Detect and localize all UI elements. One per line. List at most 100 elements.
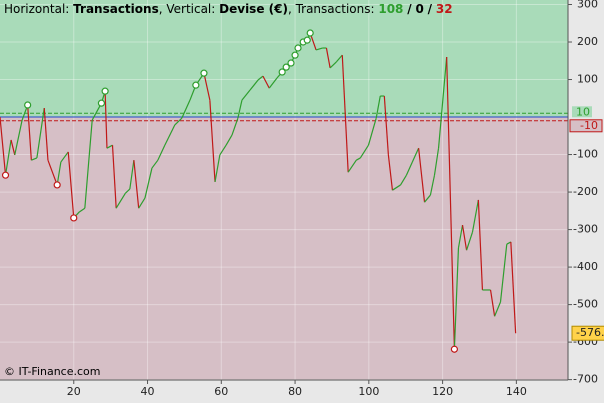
line-segment [104,91,108,149]
line-segment [433,148,440,176]
line-segment [477,199,484,290]
line-segment [453,247,460,350]
line-segment [471,199,479,233]
title-part: Devise (€) [219,2,288,16]
line-segment [489,289,496,317]
line-segment [268,77,278,89]
last-value-box [571,325,604,341]
line-segment [0,116,7,176]
line-segment [355,157,361,161]
line-segment [106,144,113,149]
title-part: , Vertical: [159,2,216,16]
line-segment [133,160,140,209]
line-segment [111,145,117,209]
line-segment [375,95,381,119]
line-segment [405,161,413,176]
line-segment [67,151,75,218]
signal-marker [200,69,208,77]
line-segment [181,99,191,119]
line-segment [84,119,93,209]
line-segment [151,159,159,169]
line-segment [138,197,146,209]
y-tick-label: 300 [577,0,598,11]
title-part: Transactions [73,2,159,16]
title-part: / [428,2,433,16]
x-tick-label: 80 [288,385,302,398]
x-tick-label: 100 [358,385,379,398]
line-segment [157,144,166,161]
upper-zone [0,0,568,118]
line-segment [214,154,221,183]
x-tick-label: 60 [214,385,228,398]
title-count: 0 [415,2,423,16]
signal-marker [101,87,109,95]
signal-marker [294,44,302,52]
line-segment [418,148,426,203]
line-segment [510,241,517,334]
line-segment [461,224,468,251]
line-segment [60,151,69,163]
title-part: / [407,2,412,16]
y-tick-label: -100 [573,148,598,161]
x-tick-label: 140 [506,385,527,398]
line-segment [347,159,357,173]
y-tick-label: 100 [577,73,598,86]
line-segment [10,139,16,156]
line-segment [129,160,135,190]
line-segment [494,301,502,317]
y-tick-label: -300 [573,223,598,236]
line-segment [203,73,211,101]
line-segment [241,89,251,101]
y-tick-label: -700 [573,373,598,386]
line-segment [341,55,349,173]
x-tick-label: 20 [67,385,81,398]
line-segment [27,104,32,161]
line-segment [47,159,58,186]
line-segment [457,224,464,249]
signal-marker [70,214,78,222]
signal-marker [287,59,295,67]
x-tick-label: 40 [141,385,155,398]
line-segment [249,79,259,91]
line-segment [383,95,389,155]
line-segment [115,192,126,209]
signal-marker [291,51,299,59]
line-segment [400,174,407,186]
line-segment [506,241,512,245]
signal-marker [306,29,314,37]
line-segment [411,147,420,163]
line-segment [56,161,62,186]
chart-title: Horizontal: Transactions, Vertical: Devi… [4,2,453,16]
line-segment [392,184,401,191]
line-segment [429,175,436,196]
upper-zone-label-box [572,106,592,118]
line-segment [325,47,331,69]
signal-marker [303,36,311,44]
line-segment [387,154,394,191]
y-tick-label: -400 [573,260,598,273]
line-segment [446,57,455,350]
line-segment [231,117,239,136]
line-segment [36,107,45,159]
line-segment [424,194,431,203]
line-segment [174,117,183,126]
line-segment [466,232,474,251]
line-segment [219,144,227,156]
line-segment [499,244,508,303]
line-segment [315,47,323,51]
line-segment [78,207,86,213]
signal-marker [53,181,61,189]
line-segment [144,167,153,199]
lower-zone-label-box [569,119,603,133]
title-count: 108 [378,2,403,16]
line-segment [225,134,233,146]
signal-marker [282,63,290,71]
line-segment [335,54,343,63]
line-segment [257,75,264,81]
y-tick-label: 200 [577,35,598,48]
line-segment [262,75,270,89]
title-count: 32 [436,2,453,16]
line-segment [43,107,49,161]
y-tick-label: -500 [573,298,598,311]
